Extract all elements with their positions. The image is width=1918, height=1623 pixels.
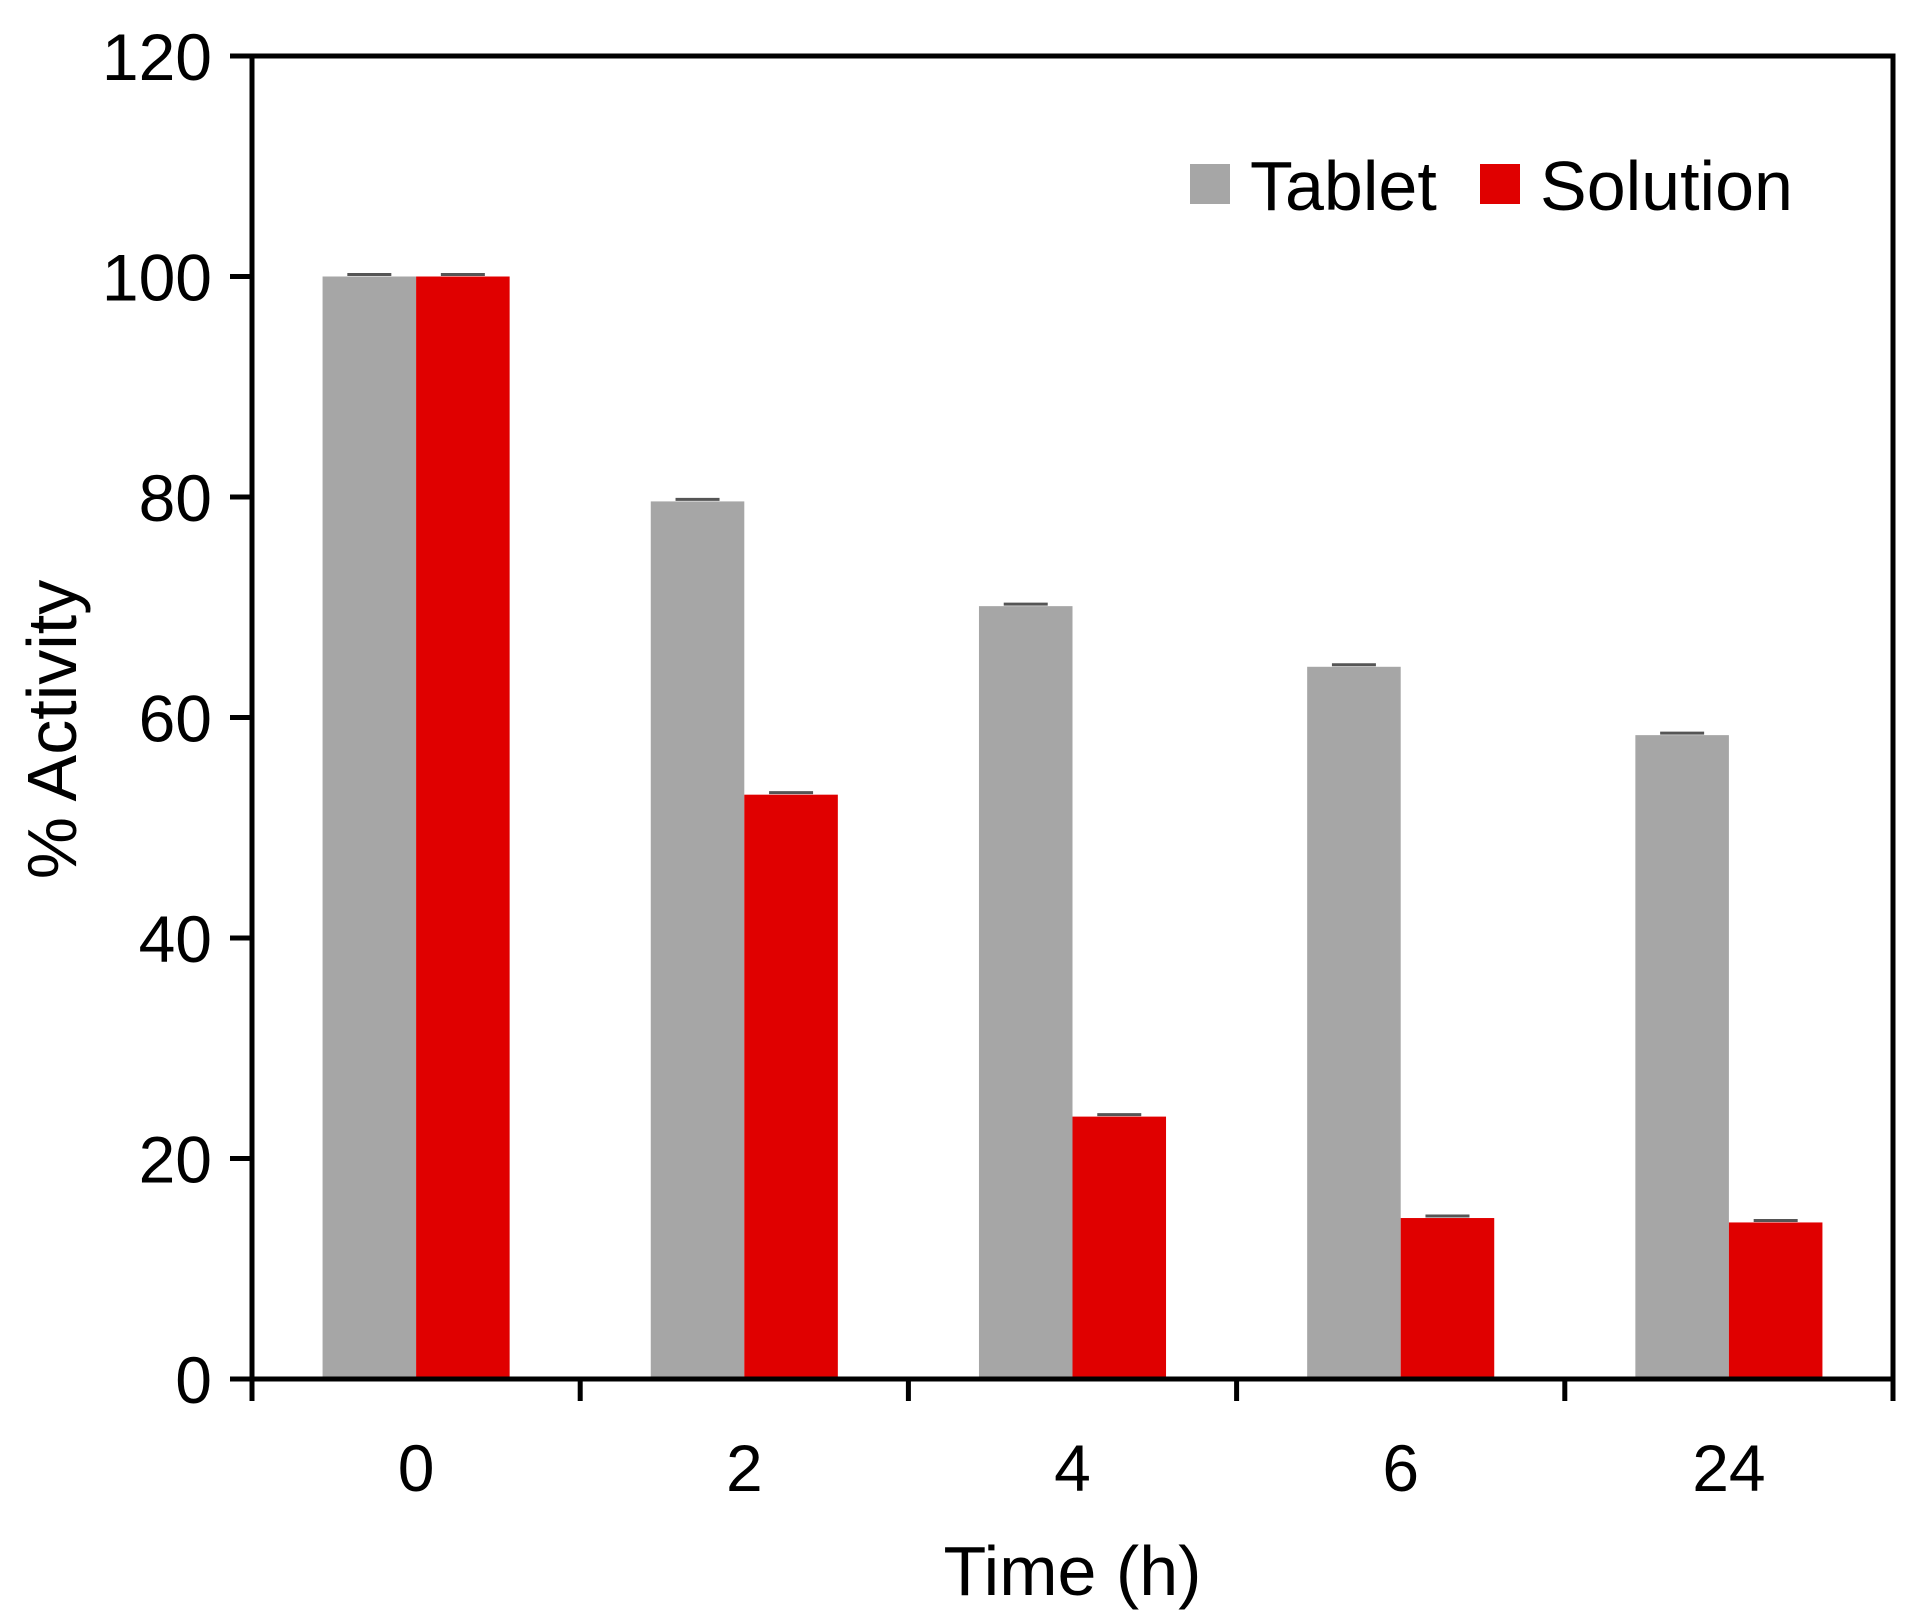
- x-tick-label: 4: [1054, 1431, 1091, 1505]
- bar-tablet: [322, 276, 417, 1379]
- bar-tablet: [1307, 666, 1401, 1379]
- error-bars-layer: [347, 273, 1798, 1222]
- x-tick-label: 2: [726, 1431, 763, 1505]
- bar-tablet: [1635, 735, 1729, 1379]
- bar-solution: [1728, 1222, 1823, 1379]
- y-tick-label: 60: [139, 682, 212, 756]
- bar-solution: [1072, 1116, 1167, 1379]
- y-tick-label: 0: [175, 1343, 212, 1417]
- legend: Tablet Solution: [1190, 147, 1793, 225]
- y-tick-label: 100: [102, 241, 212, 315]
- x-tick-label: 24: [1692, 1431, 1765, 1505]
- bar-tablet: [650, 501, 745, 1379]
- legend-swatch-solution: [1480, 164, 1520, 204]
- bar-tablet: [978, 606, 1073, 1379]
- bar-solution: [416, 276, 510, 1379]
- bars-layer: [322, 276, 1823, 1379]
- bar-solution: [744, 794, 838, 1379]
- x-tick-label: 0: [398, 1431, 435, 1505]
- y-tick-label: 80: [139, 461, 212, 535]
- y-axis-title: % Activity: [13, 580, 91, 880]
- y-axis-ticks: 0 20 40 60 80 100 120: [102, 20, 252, 1417]
- x-axis-title: Time (h): [944, 1532, 1202, 1610]
- y-tick-label: 120: [102, 20, 212, 94]
- x-tick-label: 6: [1382, 1431, 1419, 1505]
- y-tick-label: 40: [139, 902, 212, 976]
- legend-label-solution: Solution: [1540, 147, 1793, 225]
- legend-swatch-tablet: [1190, 164, 1230, 204]
- y-tick-label: 20: [139, 1123, 212, 1197]
- bar-solution: [1400, 1218, 1495, 1379]
- x-axis-ticks: 0 2 4 6 24: [249, 1379, 1896, 1505]
- legend-label-tablet: Tablet: [1250, 147, 1437, 225]
